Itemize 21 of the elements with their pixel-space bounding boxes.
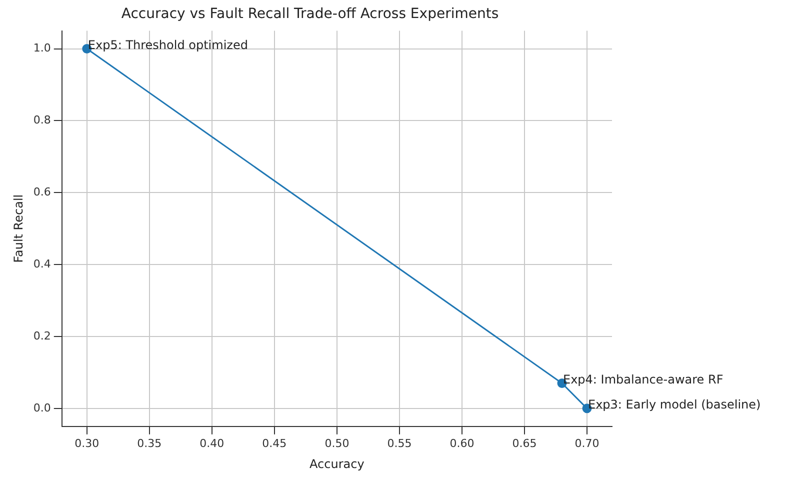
y-tick-label: 0.2 bbox=[33, 329, 51, 342]
y-tick-label: 0.0 bbox=[33, 401, 51, 414]
x-tick-label: 0.60 bbox=[450, 436, 474, 450]
x-tick-label: 0.35 bbox=[137, 436, 162, 450]
x-tick-label: 0.65 bbox=[512, 436, 537, 450]
x-tick-label: 0.30 bbox=[74, 436, 100, 450]
y-tick-label: 0.8 bbox=[33, 114, 51, 127]
y-axis-title: Fault Recall bbox=[11, 194, 26, 263]
x-tick-label: 0.40 bbox=[200, 436, 224, 450]
annotation: Exp4: Imbalance-aware RF bbox=[562, 372, 724, 386]
y-tick-label: 0.4 bbox=[33, 257, 51, 270]
y-tick-label: 1.0 bbox=[33, 42, 51, 55]
annotation: Exp3: Early model (baseline) bbox=[588, 398, 761, 412]
x-tick-label: 0.50 bbox=[324, 436, 350, 450]
x-tick-label: 0.55 bbox=[387, 436, 412, 450]
x-tick-label: 0.45 bbox=[262, 436, 287, 450]
y-tick-label: 0.6 bbox=[33, 185, 51, 198]
annotation: Exp5: Threshold optimized bbox=[88, 38, 248, 52]
x-tick-label: 0.70 bbox=[574, 436, 600, 450]
chart-title: Accuracy vs Fault Recall Trade-off Across Experiments bbox=[121, 6, 499, 22]
x-axis-title: Accuracy bbox=[310, 456, 364, 471]
